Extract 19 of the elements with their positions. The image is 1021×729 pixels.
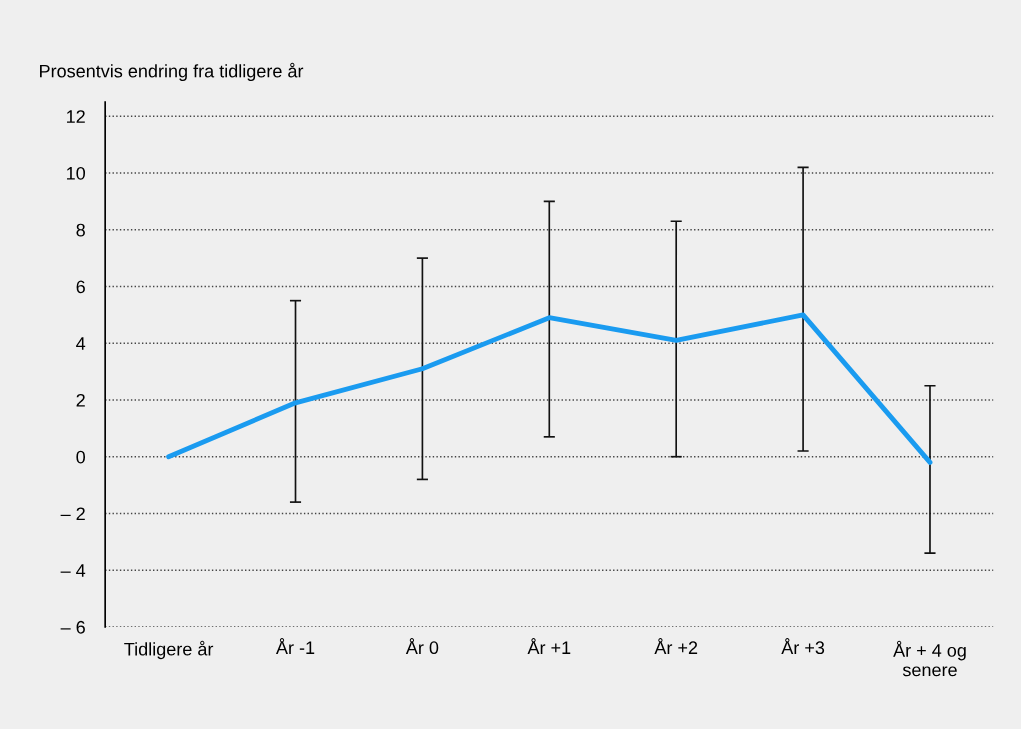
y-tick-label: 0: [76, 450, 86, 464]
x-tick-label: Tidligere år: [124, 640, 214, 660]
y-tick-label: 10: [67, 166, 86, 180]
x-tick-label: År +3: [781, 638, 825, 655]
y-tick-label: – 4: [60, 564, 86, 577]
x-tick-label: År -1: [275, 638, 315, 654]
line-series: [166, 312, 933, 465]
x-tick-label: År +2: [654, 638, 698, 654]
y-tick-label: 6: [76, 280, 85, 294]
y-tick-label: 8: [76, 223, 85, 237]
x-tick-label: År + 4 og senere: [893, 640, 966, 677]
y-tick-label: 2: [76, 393, 85, 407]
y-tick-label: – 6: [60, 620, 85, 634]
y-tick-label: – 2: [60, 507, 85, 520]
x-tick-label: År +1: [527, 638, 571, 654]
y-tick-label: 4: [76, 337, 86, 350]
y-tick-label: 12: [67, 110, 85, 123]
y-axis-title: Prosentvis endring fra tidligere år: [40, 62, 304, 82]
x-tick-label: År 0: [405, 638, 439, 655]
